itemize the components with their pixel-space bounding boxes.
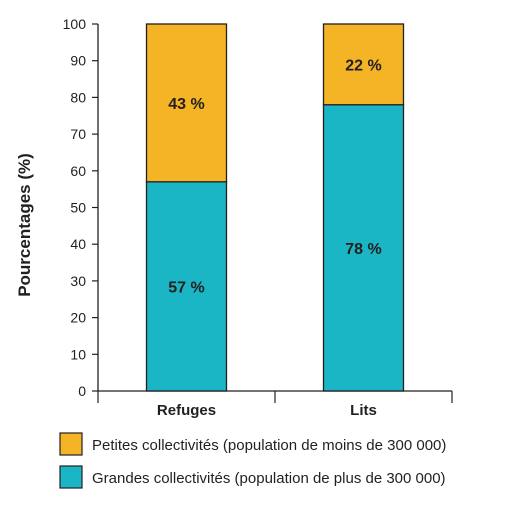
y-tick-label: 50 — [70, 200, 86, 216]
y-tick-label: 60 — [70, 163, 86, 179]
bar-segment — [322, 104, 405, 392]
y-tick-label: 40 — [70, 236, 86, 252]
x-tick-label: Lits — [350, 402, 377, 419]
y-tick-label: 30 — [70, 273, 86, 289]
y-tick-label: 100 — [63, 16, 87, 32]
bar-segment — [322, 23, 405, 106]
y-tick-label: 0 — [78, 383, 86, 399]
y-tick-label: 10 — [70, 346, 86, 362]
y-tick-label: 70 — [70, 126, 86, 142]
legend-swatch — [59, 432, 83, 456]
legend-label: Grandes collectivités (population de plu… — [92, 470, 446, 487]
data-labels: 57 % 43 % 78 % 22 % — [168, 57, 381, 296]
y-tick-label: 20 — [70, 310, 86, 326]
y-tick-label: 90 — [70, 53, 86, 69]
x-tick-label: Refuges — [157, 402, 216, 419]
bar-segment — [145, 181, 228, 392]
y-tick-label: 80 — [70, 89, 86, 105]
legend: Petites collectivités (population de moi… — [59, 432, 446, 489]
data-label: 22 % — [345, 57, 381, 74]
bar-segment — [145, 23, 228, 183]
legend-swatch — [59, 465, 83, 489]
axes: 0 10 20 30 40 50 60 70 80 90 100 Refuges Lits — [63, 16, 453, 419]
data-label: 57 % — [168, 279, 204, 296]
data-label: 78 % — [345, 241, 381, 258]
y-axis-title: Pourcentages (%) — [15, 153, 34, 297]
legend-label: Petites collectivités (population de moi… — [92, 437, 446, 454]
bars — [145, 23, 405, 392]
data-label: 43 % — [168, 96, 204, 113]
